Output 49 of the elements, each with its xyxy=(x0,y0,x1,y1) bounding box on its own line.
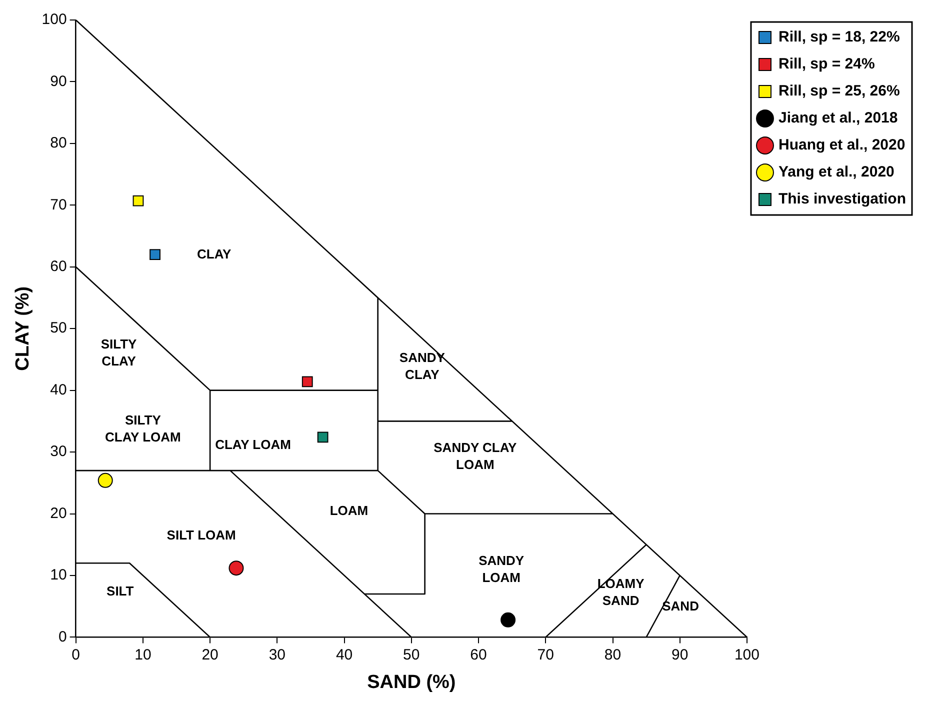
legend-label: Huang et al., 2020 xyxy=(778,136,906,154)
x-tick-label: 20 xyxy=(202,646,218,664)
annotation: SILT xyxy=(106,584,134,599)
annotation: SANDY CLAY xyxy=(399,350,446,382)
annotation: SILTY CLAY xyxy=(100,336,138,368)
point xyxy=(302,376,313,388)
annotation: LOAM xyxy=(330,502,368,518)
y-tick-label: 100 xyxy=(42,11,67,28)
annotation: CLAY LOAM xyxy=(215,436,291,452)
annotation: CLAY xyxy=(196,246,232,262)
point xyxy=(228,560,244,576)
x-tick-label: 0 xyxy=(72,646,80,664)
point xyxy=(317,432,328,443)
y-tick-label: 90 xyxy=(50,72,67,90)
x-tick-label: 50 xyxy=(403,646,420,664)
point xyxy=(98,472,113,488)
x-axis-title: SAND (%) xyxy=(367,672,456,693)
y-tick-label: 10 xyxy=(50,566,67,584)
y-tick-label: 20 xyxy=(50,504,67,522)
annotation: SAND xyxy=(662,598,699,614)
legend-label: Rill, sp = 24% xyxy=(778,56,875,73)
annotation: SANDY LOAM xyxy=(478,553,524,586)
x-tick-label: 40 xyxy=(336,646,353,664)
y-axis-title: CLAY (%) xyxy=(12,286,34,371)
point xyxy=(150,249,160,260)
annotation: SILT LOAM xyxy=(166,528,236,543)
legend-label: Rill, sp = 18, 22% xyxy=(778,28,900,46)
point xyxy=(132,195,144,206)
y-tick-label: 0 xyxy=(58,628,67,646)
y-tick-label: 60 xyxy=(50,258,67,276)
x-tick-label: 80 xyxy=(604,646,622,664)
y-tick-label: 70 xyxy=(50,196,67,214)
legend-label: This investigation xyxy=(778,190,906,208)
annotation: SILTY CLAY LOAM xyxy=(105,412,181,444)
x-tick-label: 60 xyxy=(470,646,487,664)
x-tick-label: 90 xyxy=(672,646,688,664)
x-tick-label: 10 xyxy=(134,646,152,664)
legend-label: Rill, sp = 25, 26% xyxy=(778,82,900,100)
x-tick-label: 70 xyxy=(537,646,554,664)
x-tick-label: 100 xyxy=(734,646,760,664)
y-tick-label: 50 xyxy=(50,320,67,337)
point xyxy=(500,612,516,628)
y-tick-label: 80 xyxy=(50,134,67,152)
annotation: SANDY CLAY LOAM xyxy=(434,440,518,472)
legend-label: Yang et al., 2020 xyxy=(778,164,894,181)
x-tick-label: 30 xyxy=(268,646,286,664)
legend-label: Jiang et al., 2018 xyxy=(778,110,898,127)
y-tick-label: 30 xyxy=(50,443,67,460)
y-tick-label: 40 xyxy=(50,381,67,398)
